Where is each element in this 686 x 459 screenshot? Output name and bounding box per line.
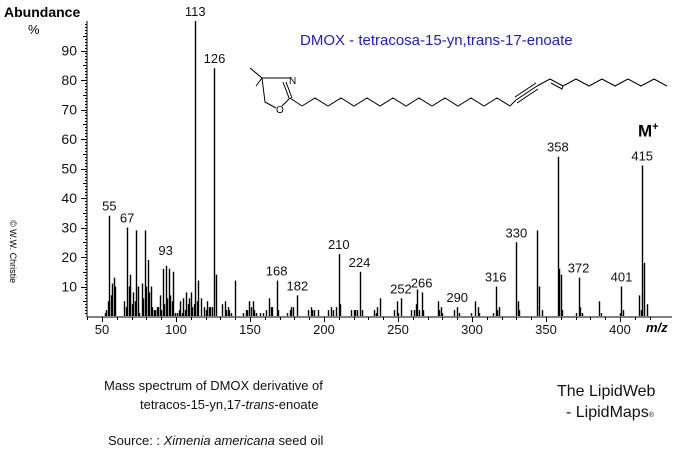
brand-lipidmaps-text: - LipidMaps <box>566 404 649 421</box>
source-label: Source: : <box>108 433 164 448</box>
x-tick-label: 50 <box>95 322 109 337</box>
peak-label: 316 <box>485 270 507 285</box>
source-species: Ximenia americana <box>163 433 275 448</box>
peak-label: 266 <box>411 275 433 290</box>
y-axis-label: Abundance <box>4 4 81 20</box>
caption-compound-b: -enoate <box>274 397 319 412</box>
axes: 10 20 30 40 50 60 70 80 90 50 100 150 200 250 300 350 40… <box>61 21 672 337</box>
y-axis-unit: % <box>28 22 40 37</box>
peak-label: 252 <box>390 281 412 296</box>
y-tick-label: 40 <box>61 190 77 206</box>
molecule-structure <box>249 67 668 109</box>
spectrum-peaks <box>104 21 649 316</box>
y-tick-label: 10 <box>61 279 77 295</box>
x-axis-label: m/z <box>646 320 668 335</box>
peak-label: 290 <box>446 290 468 305</box>
peak-label: 330 <box>506 225 528 240</box>
peak-label: 113 <box>185 4 206 19</box>
copyright-note: © W.W. Christie <box>8 220 18 284</box>
peak-label: 55 <box>102 199 116 214</box>
caption-line-2: tetracos-15-yn,17-trans-enoate <box>140 397 319 412</box>
caption-compound-a: tetracos-15-yn,17- <box>140 397 246 412</box>
chart-title: DMOX - tetracosa-15-yn,trans-17-enoate <box>300 32 573 49</box>
peak-label: 93 <box>158 243 172 258</box>
y-tick-label: 70 <box>61 102 77 118</box>
brand-lipidweb: The LipidWeb <box>557 383 656 400</box>
x-tick-label: 300 <box>461 322 483 337</box>
x-tick-label: 150 <box>239 322 261 337</box>
peak-label: 358 <box>547 140 569 155</box>
x-tick-label: 100 <box>165 322 187 337</box>
y-tick-label: 30 <box>61 220 77 236</box>
caption-line-1: Mass spectrum of DMOX derivative of <box>104 378 323 393</box>
nitrogen-atom: N <box>289 76 296 87</box>
y-tick-label: 50 <box>61 161 77 177</box>
spectrum-svg: 10 20 30 40 50 60 70 80 90 50 100 150 200 250 300 350 40… <box>61 4 672 337</box>
peak-label: 224 <box>349 255 371 270</box>
molecular-ion-charge: + <box>652 121 659 133</box>
caption-compound-trans: trans <box>245 397 275 412</box>
peak-label: 372 <box>568 261 590 276</box>
y-tick-label: 80 <box>61 72 77 88</box>
peak-label: 168 <box>266 264 288 279</box>
source-rest: seed oil <box>274 433 324 448</box>
caption-source: Source: : Ximenia americana seed oil <box>108 433 323 448</box>
y-tick-label: 20 <box>61 249 77 265</box>
peak-label: 415 <box>631 149 653 164</box>
peak-label: 182 <box>287 278 309 293</box>
registered-mark: ® <box>648 412 654 419</box>
y-tick-label: 60 <box>61 131 77 147</box>
peak-label: 210 <box>328 237 350 252</box>
x-tick-label: 250 <box>387 322 409 337</box>
oxygen-atom: O <box>276 105 284 116</box>
x-tick-label: 400 <box>609 322 631 337</box>
brand-lipidmaps: - LipidMaps® <box>566 404 654 422</box>
x-tick-label: 200 <box>313 322 335 337</box>
molecular-ion-label: M+ <box>638 121 659 142</box>
mass-spectrum-chart: 10 20 30 40 50 60 70 80 90 50 100 150 200 250 300 350 40… <box>4 4 672 337</box>
peak-label: 126 <box>204 51 226 66</box>
peak-label: 67 <box>120 211 134 226</box>
peak-label: 401 <box>611 270 633 285</box>
x-tick-label: 350 <box>535 322 557 337</box>
y-tick-label: 90 <box>61 43 77 59</box>
molecular-ion-m: M <box>638 121 653 141</box>
